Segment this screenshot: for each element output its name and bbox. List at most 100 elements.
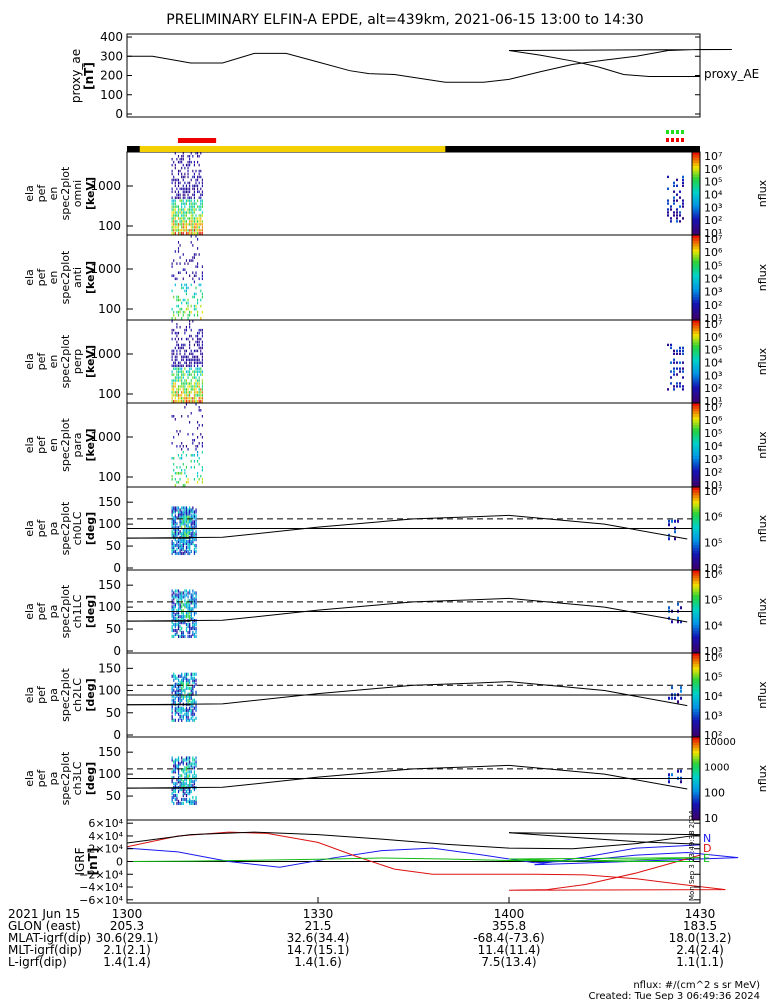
spectrogram-pixel: [174, 764, 176, 768]
colorbar-cell: [692, 797, 700, 802]
spectrogram-pixel: [189, 628, 191, 633]
spectrogram-pixel: [181, 692, 183, 696]
spectrogram-pixel: [187, 169, 189, 173]
spectrogram-pixel: [187, 762, 189, 766]
spectrogram-pixel: [174, 770, 176, 774]
spectrogram-pixel: [179, 710, 181, 714]
spectrogram-pixel: [174, 718, 176, 722]
spectrogram-pixel: [187, 232, 189, 235]
spectrogram-pixel: [190, 361, 192, 365]
spectrogram-pixel: [171, 510, 173, 514]
colorbar-cell: [692, 353, 700, 357]
spectrogram-pixel: [184, 472, 186, 475]
spectrogram-pixel: [173, 508, 175, 512]
colorbar-cell: [692, 235, 700, 239]
spectrogram-pixel: [193, 208, 195, 211]
spectrogram-pixel: [171, 674, 173, 678]
colorbar-cell: [692, 692, 700, 696]
colorbar-cell: [692, 489, 700, 494]
colorbar-cell: [692, 243, 700, 247]
colorbar-tick-label: 10: [704, 812, 718, 825]
spectrogram-pixel: [189, 506, 191, 510]
colorbar-cell: [692, 305, 700, 310]
spectrogram-pixel: [176, 551, 178, 556]
colorbar-tick-label: 10³: [704, 645, 722, 658]
spectrogram-pixel: [201, 223, 203, 226]
colorbar-cell: [692, 196, 700, 200]
spectrogram-pixel: [197, 379, 199, 382]
colorbar-cell: [692, 781, 700, 785]
spectrogram-pixel: [182, 793, 184, 798]
colorbar-cell: [692, 453, 700, 457]
spectrogram-pixel: [174, 760, 176, 764]
spectrogram-pixel: [189, 766, 191, 770]
spectrogram-pixel: [189, 187, 191, 191]
spectrogram-pixel: [201, 451, 203, 454]
spectrogram-pixel: [187, 394, 189, 397]
spectrogram-pixel: [181, 672, 183, 676]
spectrogram-pixel: [190, 235, 192, 238]
spectrogram-pixel: [187, 758, 189, 762]
y-axis-label: ela: [23, 269, 36, 286]
colorbar-cell: [692, 263, 700, 267]
spectrogram-pixel: [184, 615, 186, 619]
spectrogram-pixel: [184, 532, 186, 536]
spectrogram-pixel: [179, 208, 181, 211]
colorbar-label: nflux: [756, 347, 769, 375]
spectrogram-pixel: [174, 478, 176, 481]
spectrogram-pixel: [200, 223, 202, 226]
spectrogram-pixel: [184, 551, 186, 556]
spectrogram-pixel: [190, 595, 192, 599]
spectrogram-pixel: [181, 229, 183, 232]
spectrogram-pixel: [193, 184, 195, 188]
spectrogram-pixel: [179, 621, 181, 625]
spectrogram-pixel: [197, 301, 199, 305]
spectrogram-pixel: [171, 400, 173, 403]
colorbar-cell: [692, 639, 700, 643]
spectrogram-pixel: [198, 397, 200, 400]
y-tick-label: 150: [98, 661, 121, 675]
spectrogram-pixel: [201, 385, 203, 388]
spectrogram-pixel: [171, 534, 173, 538]
spectrogram-pixel: [174, 624, 176, 629]
spectrogram-pixel: [189, 599, 191, 603]
spectrogram-pixel: [189, 154, 191, 158]
spectrogram-pixel: [197, 247, 199, 250]
spectrogram-pixel: [189, 532, 191, 536]
colorbar-cell: [692, 772, 700, 777]
spectrogram-pixel: [173, 789, 175, 794]
spectrogram-pixel: [171, 358, 173, 362]
spectrogram-pixel: [179, 229, 181, 232]
spectrogram-pixel: [676, 367, 678, 370]
spectrogram-pixel: [182, 445, 184, 448]
spectrogram-pixel: [179, 700, 181, 704]
spectrogram-pixel: [179, 591, 181, 595]
spectrogram-pixel: [187, 388, 189, 391]
spectrogram-pixel: [174, 184, 176, 188]
spectrogram-pixel: [181, 706, 183, 710]
spectrogram-pixel: [179, 514, 181, 518]
spectrogram-pixel: [197, 331, 199, 335]
spectrogram-pixel: [670, 343, 672, 347]
spectrogram-pixel: [201, 445, 203, 448]
spectrogram-pixel: [171, 690, 173, 694]
spectrogram-pixel: [195, 355, 197, 359]
spectrogram-pixel: [174, 628, 176, 633]
spectrogram-pixel: [179, 716, 181, 720]
spectrogram-pixel: [195, 716, 197, 720]
x-tick-label: 1400: [494, 907, 525, 921]
spectrogram-pixel: [177, 510, 180, 514]
spectrogram-pixel: [173, 591, 175, 595]
spectrogram-pixel: [184, 589, 186, 593]
spectrogram-pixel: [176, 373, 178, 376]
spectrogram-pixel: [182, 520, 184, 524]
spectrogram-pixel: [174, 632, 176, 637]
spectrogram-pixel: [187, 776, 189, 780]
spectrogram-pixel: [181, 202, 183, 205]
spectrogram-pixel: [189, 603, 191, 607]
spectrogram-pixel: [171, 328, 173, 332]
spectrogram-pixel: [181, 538, 183, 542]
spectrogram-pixel: [171, 157, 173, 161]
spectrogram-pixel: [182, 543, 184, 548]
spectrogram-pixel: [171, 524, 173, 528]
